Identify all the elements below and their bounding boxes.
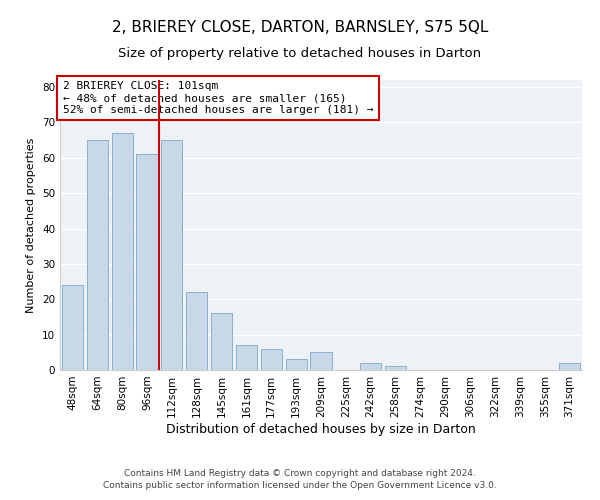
- Y-axis label: Number of detached properties: Number of detached properties: [26, 138, 37, 312]
- Text: 2 BRIEREY CLOSE: 101sqm
← 48% of detached houses are smaller (165)
52% of semi-d: 2 BRIEREY CLOSE: 101sqm ← 48% of detache…: [62, 82, 373, 114]
- Bar: [385, 366, 406, 370]
- Bar: [161, 140, 182, 370]
- Bar: [186, 292, 207, 370]
- Text: 2, BRIEREY CLOSE, DARTON, BARNSLEY, S75 5QL: 2, BRIEREY CLOSE, DARTON, BARNSLEY, S75 …: [112, 20, 488, 35]
- Bar: [286, 360, 307, 370]
- Bar: [236, 345, 257, 370]
- Bar: [360, 363, 381, 370]
- Bar: [559, 363, 580, 370]
- Bar: [136, 154, 158, 370]
- X-axis label: Distribution of detached houses by size in Darton: Distribution of detached houses by size …: [166, 422, 476, 436]
- Bar: [112, 133, 133, 370]
- Bar: [261, 349, 282, 370]
- Text: Contains HM Land Registry data © Crown copyright and database right 2024.
Contai: Contains HM Land Registry data © Crown c…: [103, 468, 497, 490]
- Bar: [62, 285, 83, 370]
- Bar: [310, 352, 332, 370]
- Bar: [87, 140, 108, 370]
- Bar: [211, 314, 232, 370]
- Text: Size of property relative to detached houses in Darton: Size of property relative to detached ho…: [118, 48, 482, 60]
